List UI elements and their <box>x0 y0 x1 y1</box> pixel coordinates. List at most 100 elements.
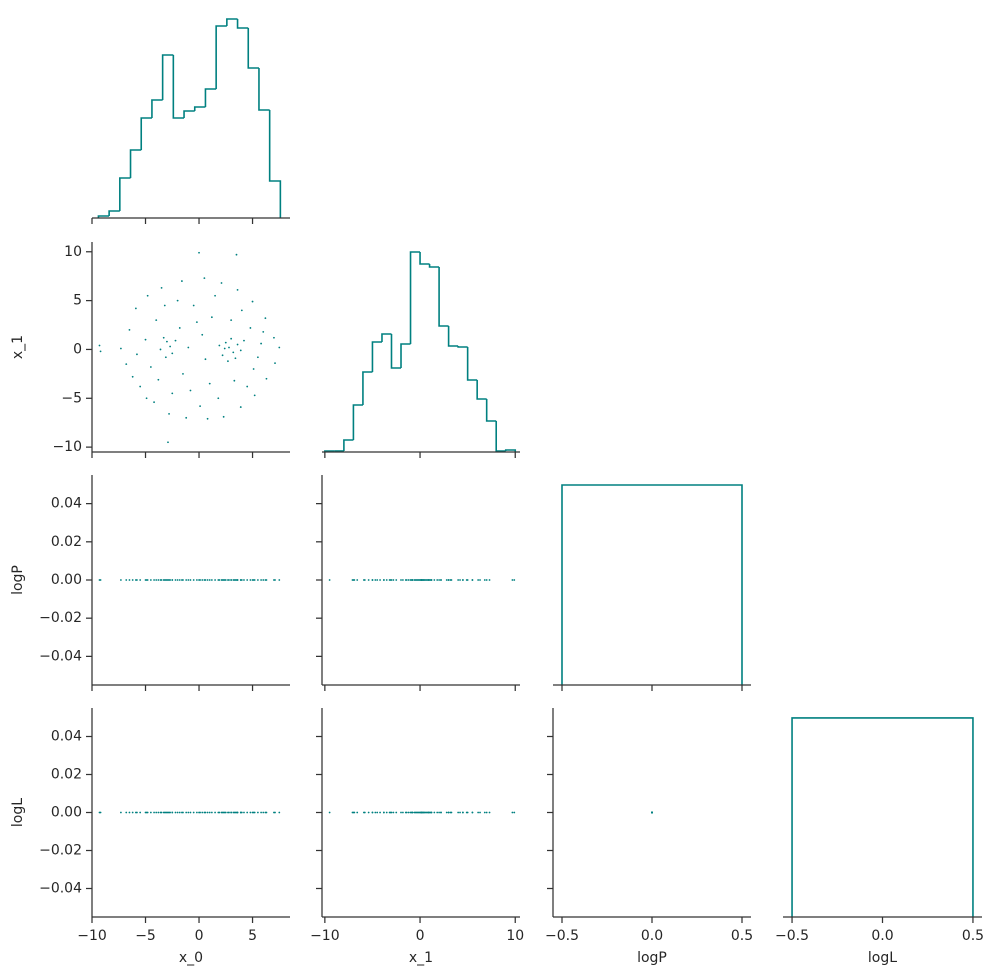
scatter-point <box>136 579 138 581</box>
scatter-point <box>278 346 281 349</box>
scatter-point <box>273 336 275 339</box>
hist-bin <box>791 717 974 917</box>
scatter-point <box>274 579 276 581</box>
scatter-point <box>422 811 425 814</box>
scatter-point <box>428 579 431 581</box>
scatter-point <box>367 811 370 814</box>
scatter-point <box>210 579 213 581</box>
scatter-point <box>195 811 198 814</box>
hist-bin <box>400 343 411 368</box>
scatter-point <box>511 579 514 581</box>
x-axis-label: logP <box>637 950 667 966</box>
scatter-point <box>414 579 417 581</box>
hist-bin <box>409 251 421 344</box>
x-tick-label: −10 <box>310 928 340 944</box>
x-tick-label: −0.5 <box>545 928 579 944</box>
scatter-point <box>249 811 252 814</box>
scatter-point <box>274 811 276 814</box>
scatter-point <box>436 811 439 814</box>
scatter-point <box>367 579 370 581</box>
scatter-point <box>428 811 431 814</box>
scatter-point <box>356 579 359 581</box>
scatter-point <box>385 579 388 581</box>
scatter-point <box>328 579 331 581</box>
scatter-point <box>217 811 220 814</box>
scatter-point <box>195 321 198 323</box>
scatter-point <box>260 811 263 814</box>
scatter-point <box>139 579 142 581</box>
y-tick-label: −0.04 <box>39 648 82 664</box>
y-tick-label: 0.04 <box>51 496 82 512</box>
hist-bin <box>343 439 354 451</box>
scatter-point <box>440 811 442 814</box>
scatter-point <box>125 811 128 814</box>
y-tick-label: 5 <box>73 293 82 309</box>
scatter-point <box>201 579 204 581</box>
y-tick-label: 0.00 <box>51 572 82 588</box>
scatter-point <box>214 579 216 581</box>
scatter-point <box>149 579 152 581</box>
scatter-point <box>356 811 359 814</box>
scatter-point <box>99 350 102 353</box>
scatter-point <box>185 416 188 419</box>
scatter-point <box>388 811 391 814</box>
scatter-point <box>99 579 102 581</box>
scatter-point <box>236 579 239 581</box>
hist-bin <box>172 55 185 119</box>
scatter-point <box>157 378 160 381</box>
scatter-point <box>125 579 128 581</box>
scatter-point <box>99 811 102 814</box>
hist-bin <box>226 18 238 26</box>
scatter-point <box>405 811 408 814</box>
scatter-point <box>155 811 158 814</box>
scatter-point <box>204 579 207 581</box>
scatter-point <box>379 811 381 814</box>
x-tick-label: −5 <box>135 928 156 944</box>
x-tick-label: 0 <box>416 928 425 944</box>
scatter-point <box>513 579 516 581</box>
scatter-point <box>262 579 265 581</box>
hist-bin <box>447 326 459 347</box>
scatter-point <box>240 309 243 312</box>
scatter-point <box>278 811 281 814</box>
scatter-point <box>222 415 225 418</box>
scatter-point <box>192 304 195 307</box>
scatter-point <box>445 811 448 814</box>
hist-bin <box>476 380 487 400</box>
y-axis-label: x_1 <box>10 335 26 359</box>
scatter-point <box>218 344 221 347</box>
scatter-point <box>174 339 177 342</box>
scatter-point <box>513 811 516 814</box>
scatter-point <box>651 811 653 814</box>
scatter-point <box>253 394 256 397</box>
scatter-point <box>198 251 200 254</box>
scatter-point <box>230 811 233 814</box>
scatter-point <box>174 579 177 581</box>
hist-bin <box>419 252 430 265</box>
x-tick-label: 0.5 <box>962 928 984 944</box>
scatter-point <box>224 341 227 344</box>
scatter-point <box>174 811 177 814</box>
scatter-point <box>139 811 142 814</box>
scatter-point <box>160 811 163 814</box>
hist-bin <box>183 110 195 118</box>
y-tick-label: 0.02 <box>51 534 82 550</box>
scatter-point <box>235 253 238 256</box>
scatter-point <box>466 579 469 581</box>
scatter-point <box>418 811 420 814</box>
scatter-point <box>430 579 433 581</box>
hist-bin <box>161 54 174 100</box>
scatter-point <box>243 339 245 342</box>
scatter-point <box>392 811 395 814</box>
scatter-point <box>155 579 158 581</box>
hist-bin <box>504 449 517 452</box>
scatter-point <box>461 579 464 581</box>
scatter-point <box>199 405 201 407</box>
scatter-point <box>214 811 216 814</box>
scatter-point <box>457 579 460 581</box>
scatter-point <box>239 406 242 408</box>
hist-bin <box>193 106 206 111</box>
scatter-point <box>171 579 174 581</box>
scatter-point <box>208 382 211 385</box>
scatter-point <box>438 811 440 814</box>
